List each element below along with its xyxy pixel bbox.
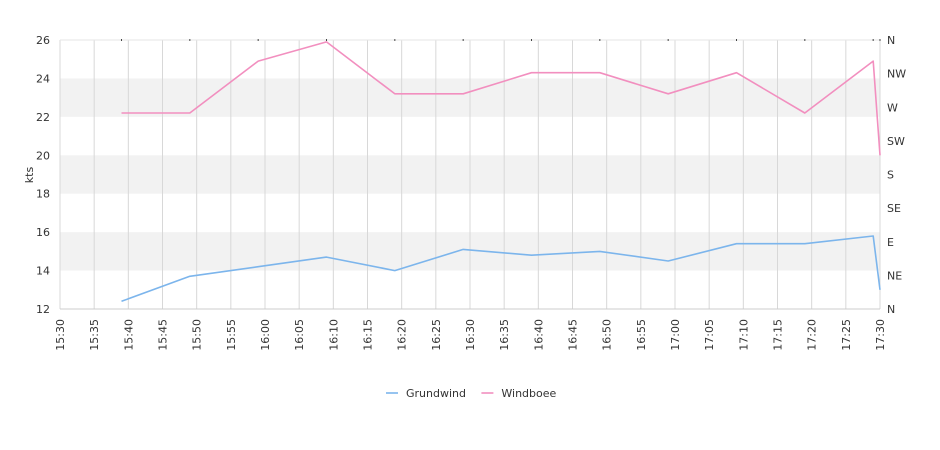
top-marker — [462, 39, 464, 41]
top-marker — [872, 39, 874, 41]
x-tick-label: 16:20 — [396, 319, 409, 351]
right-axis-label: SE — [887, 202, 901, 215]
x-tick-label: 16:05 — [293, 319, 306, 351]
x-tick-label: 16:10 — [327, 319, 340, 351]
y-axis-ticks: 12 14 16 18 20 22 24 26 — [36, 34, 50, 316]
top-marker — [121, 39, 122, 41]
top-marker — [531, 39, 532, 41]
legend[interactable]: Grundwind Windboee — [386, 387, 557, 400]
legend-label-grundwind[interactable]: Grundwind — [406, 387, 466, 400]
x-tick-label: 16:30 — [464, 319, 477, 351]
x-tick-label: 17:20 — [806, 319, 819, 351]
right-axis-label: NE — [887, 269, 902, 282]
legend-label-windboee[interactable]: Windboee — [501, 387, 556, 400]
x-axis-ticks: 15:30 15:35 15:40 15:45 15:50 15:55 16:00 16:05… — [54, 319, 887, 351]
y-tick-label: 12 — [36, 303, 50, 316]
x-tick-label: 17:00 — [669, 319, 682, 351]
y-tick-label: 18 — [36, 188, 50, 201]
x-tick-label: 16:55 — [635, 319, 648, 351]
top-marker — [879, 39, 881, 41]
vertical-gridlines — [59, 40, 881, 309]
top-marker — [189, 39, 191, 41]
right-axis-labels: N NE E SE S SW W NW N — [887, 34, 906, 316]
plot-frame — [60, 39, 880, 310]
x-tick-label: 16:50 — [601, 319, 614, 351]
right-axis-label: SW — [887, 135, 905, 148]
x-tick-label: 16:35 — [498, 319, 511, 351]
y-tick-label: 24 — [36, 72, 50, 85]
x-tick-label: 15:55 — [225, 319, 238, 351]
series-line-windboee — [121, 41, 881, 156]
x-tick-label: 17:15 — [772, 319, 785, 351]
right-axis-label: W — [887, 101, 898, 114]
x-tick-label: 15:30 — [54, 319, 67, 351]
x-tick-label: 17:25 — [840, 319, 853, 351]
right-axis-label: NW — [887, 68, 906, 81]
x-tick-label: 15:40 — [122, 319, 135, 351]
series-lines — [121, 41, 881, 303]
x-tick-label: 16:15 — [362, 319, 375, 351]
right-axis-label: S — [887, 169, 894, 182]
top-marker — [257, 39, 259, 41]
x-tick-label: 17:10 — [737, 319, 750, 351]
top-marker — [804, 39, 806, 41]
series-line-grundwind — [121, 235, 881, 303]
x-tick-label: 15:35 — [88, 319, 101, 351]
x-tick-label: 15:50 — [191, 319, 204, 351]
right-axis-label: E — [887, 236, 894, 249]
y-tick-label: 14 — [36, 265, 50, 278]
top-marker — [736, 39, 737, 41]
y-tick-label: 26 — [36, 34, 50, 47]
x-tick-label: 16:40 — [532, 319, 545, 351]
top-marker — [326, 39, 327, 41]
y-tick-label: 20 — [36, 149, 50, 162]
right-axis-label: N — [887, 34, 895, 47]
x-tick-label: 17:30 — [874, 319, 887, 351]
top-marker — [667, 39, 669, 41]
top-marker — [599, 39, 601, 41]
y-tick-label: 22 — [36, 111, 50, 124]
top-markers — [121, 39, 881, 41]
x-tick-label: 17:05 — [703, 319, 716, 351]
x-tick-label: 15:45 — [157, 319, 170, 351]
y-axis-title: kts — [23, 167, 36, 184]
right-axis-label: N — [887, 303, 895, 316]
x-tick-label: 16:25 — [430, 319, 443, 351]
x-tick-label: 16:45 — [567, 319, 580, 351]
y-tick-label: 16 — [36, 226, 50, 239]
x-tick-label: 16:00 — [259, 319, 272, 351]
top-marker — [394, 39, 396, 41]
